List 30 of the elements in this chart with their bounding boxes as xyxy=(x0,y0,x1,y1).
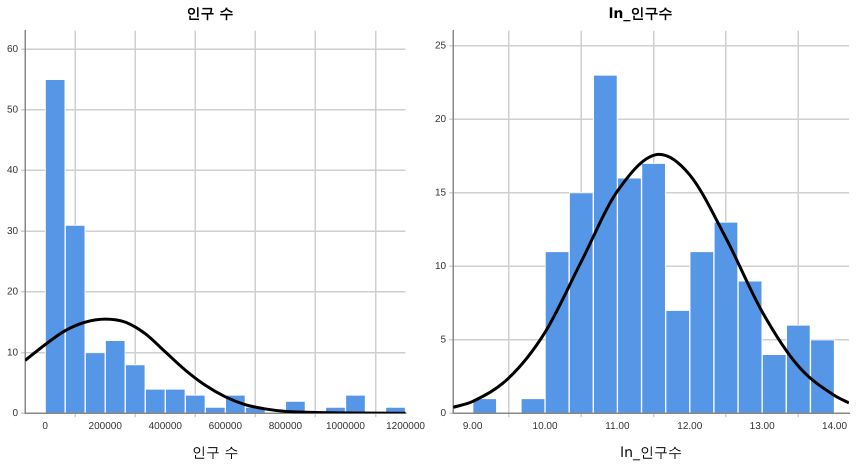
y-tick-label: 20 xyxy=(435,114,447,125)
y-tick-label: 60 xyxy=(7,44,19,55)
y-tick-label: 15 xyxy=(435,187,447,198)
x-tick-label: 800000 xyxy=(268,420,303,432)
y-tick-label: 10 xyxy=(435,260,447,272)
x-tick-label: 12.00 xyxy=(677,420,703,432)
x-axis-title: ln_인구수 xyxy=(620,445,682,462)
y-tick-label: 30 xyxy=(7,226,19,237)
y-tick-label: 50 xyxy=(7,104,19,116)
x-tick-label: 200000 xyxy=(88,420,122,432)
y-tick-label: 10 xyxy=(7,347,19,358)
x-axis-title: 인구 수 xyxy=(192,445,239,462)
chart-title: 인구 수 xyxy=(186,6,234,22)
y-tick-label: 20 xyxy=(7,286,19,298)
y-tick-label: 0 xyxy=(440,408,447,419)
y-tick-label: 5 xyxy=(440,334,447,346)
x-tick-label: 10.00 xyxy=(532,420,558,432)
x-tick-label: 1200000 xyxy=(386,420,426,432)
x-tick-label: 13.00 xyxy=(750,420,776,432)
y-tick-label: 25 xyxy=(435,40,447,52)
y-tick-label: 40 xyxy=(7,165,19,176)
x-tick-label: 0 xyxy=(42,420,48,432)
x-tick-label: 400000 xyxy=(148,420,182,432)
y-tick-label: 0 xyxy=(12,408,19,419)
chart-title: ln_인구수 xyxy=(608,6,672,22)
x-tick-label: 9.00 xyxy=(462,420,483,432)
x-tick-label: 14.00 xyxy=(822,420,848,432)
x-tick-label: 1000000 xyxy=(326,420,366,432)
x-tick-label: 600000 xyxy=(208,420,242,432)
x-tick-label: 11.00 xyxy=(605,420,630,432)
